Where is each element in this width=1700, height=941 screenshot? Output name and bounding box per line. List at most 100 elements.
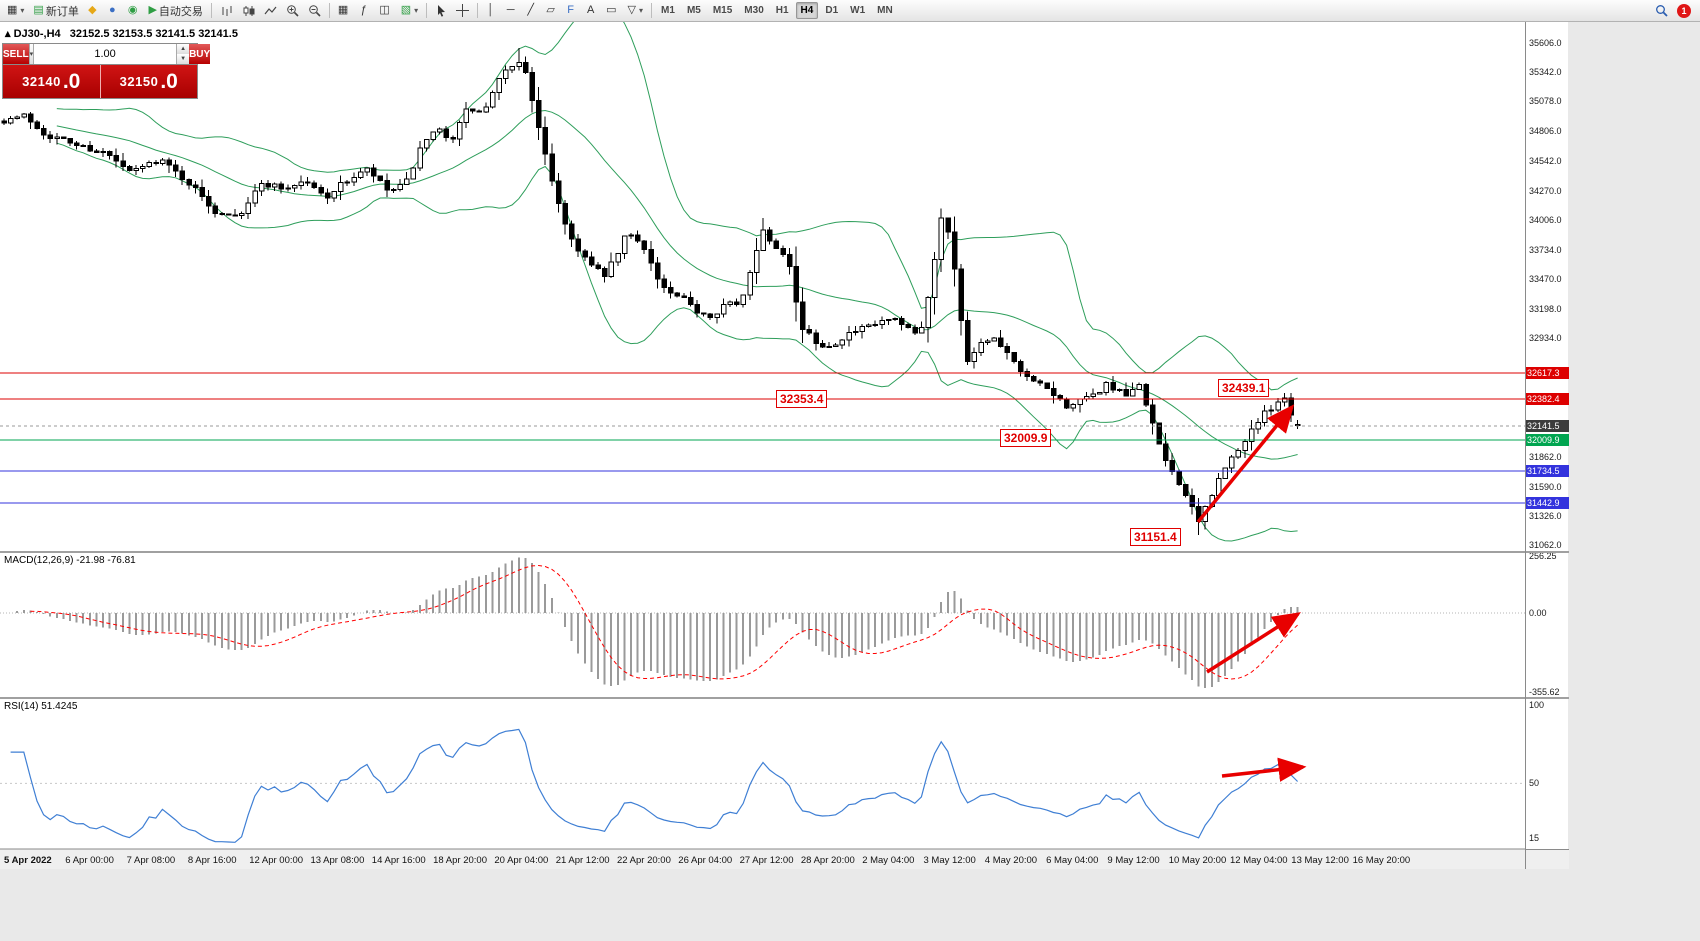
text-label-button[interactable]: ▭: [602, 1, 622, 20]
horizontal-levels: [0, 372, 1525, 504]
channel-button[interactable]: ▱: [542, 1, 561, 20]
timeframe-h4[interactable]: H4: [795, 2, 819, 19]
crosshair-icon: [456, 4, 470, 17]
price-axis-tick: 31862.0: [1529, 451, 1562, 462]
line-chart-icon: [264, 6, 277, 14]
time-axis-label: 20 Apr 04:00: [494, 855, 548, 866]
price-axis-tick: 31326.0: [1529, 510, 1562, 521]
timeframe-toolbar: M1 M5 M15 M30 H1 H4 D1 W1 MN: [656, 2, 898, 19]
time-axis-label: 6 Apr 00:00: [65, 855, 114, 866]
objects-button[interactable]: ◫: [375, 1, 395, 20]
template-button[interactable]: ▧ ▾: [397, 1, 422, 20]
trendline-button[interactable]: ╱: [522, 1, 541, 20]
metaeditor-icon: ◆: [88, 4, 97, 16]
indicators-button[interactable]: ƒ: [355, 1, 374, 20]
zoom-out-button[interactable]: [304, 1, 325, 20]
timeframe-mn[interactable]: MN: [877, 5, 893, 16]
volume-dropdown-icon[interactable]: ▾: [28, 44, 35, 64]
chart-symbol-period: DJ30-,H4: [13, 28, 61, 40]
trend-arrows[interactable]: [1196, 404, 1307, 782]
time-axis-label: 4 May 20:00: [985, 855, 1037, 866]
price-axis-tick: 35342.0: [1529, 67, 1562, 78]
new-order-button[interactable]: ▤ 新订单: [29, 1, 82, 20]
shapes-icon: ▽: [627, 4, 637, 16]
line-chart-button[interactable]: [260, 1, 281, 20]
time-axis-label: 12 Apr 00:00: [249, 855, 303, 866]
timeframe-d1[interactable]: D1: [825, 5, 839, 16]
price-annotation[interactable]: 32353.4: [776, 390, 828, 408]
time-axis-label: 9 May 12:00: [1107, 855, 1159, 866]
time-axis-label: 22 Apr 20:00: [617, 855, 671, 866]
sell-price[interactable]: 32140 .0: [3, 65, 101, 98]
candlestick-chart-button[interactable]: [238, 1, 259, 20]
time-axis-label: 5 Apr 2022: [4, 855, 52, 866]
grid-button[interactable]: ▦: [334, 1, 354, 20]
crosshair-button[interactable]: [452, 1, 473, 20]
trend-arrow: [1221, 757, 1307, 782]
channel-icon: ▱: [546, 4, 555, 16]
bar-chart-button[interactable]: [216, 1, 237, 20]
chevron-down-icon: ▾: [20, 6, 25, 15]
volume-stepper[interactable]: ▲ ▼: [176, 44, 190, 64]
grid-icon: ▦: [337, 4, 349, 16]
timeframe-m30[interactable]: M30: [744, 5, 764, 16]
rsi-axis-tick: 15: [1529, 833, 1540, 844]
notification-badge[interactable]: 1: [1677, 3, 1691, 18]
price-axis-tick: 33734.0: [1529, 244, 1562, 255]
volume-up-icon[interactable]: ▲: [177, 44, 190, 54]
timeframe-w1[interactable]: W1: [850, 5, 866, 16]
time-axis-label: 13 Apr 08:00: [311, 855, 365, 866]
rsi-panel: [0, 728, 1525, 843]
price-level-label: 31442.9: [1526, 496, 1569, 509]
price-annotation[interactable]: 32439.1: [1218, 379, 1270, 397]
time-axis-label: 26 Apr 04:00: [678, 855, 732, 866]
volume-down-icon[interactable]: ▼: [177, 54, 190, 64]
volume-input[interactable]: [34, 44, 177, 64]
panel-separator[interactable]: [0, 551, 1525, 553]
panel-separator[interactable]: [0, 697, 1525, 699]
price-axis-tick: 34270.0: [1529, 185, 1562, 196]
zoom-in-button[interactable]: [282, 1, 303, 20]
auto-trading-button[interactable]: ▶ 自动交易: [144, 1, 206, 20]
time-axis-label: 13 May 12:00: [1291, 855, 1349, 866]
text-tool-button[interactable]: A: [582, 1, 601, 20]
price-axis-tick: 35606.0: [1529, 38, 1562, 48]
fibonacci-button[interactable]: F: [562, 1, 581, 20]
search-button[interactable]: [1651, 1, 1672, 20]
timeframe-m15[interactable]: M15: [712, 5, 733, 16]
signals-button[interactable]: ◉: [124, 1, 144, 20]
timeframe-m5[interactable]: M5: [686, 5, 701, 16]
price-chart-canvas[interactable]: 5 Apr 2022 6 Apr 00:00 7 Apr 08:00 8 Apr 16…: [0, 22, 1525, 869]
market-button[interactable]: ●: [104, 1, 123, 20]
time-axis[interactable]: 5 Apr 2022 6 Apr 00:00 7 Apr 08:00 8 Apr 16…: [0, 848, 1525, 869]
buy-button[interactable]: BUY: [189, 44, 211, 64]
price-axis[interactable]: 35606.0 35342.0 35078.0 34806.0 34542.0 34270…: [1525, 22, 1569, 869]
cursor-button[interactable]: [431, 1, 451, 20]
macd-axis-tick: 256.25: [1529, 550, 1557, 561]
price-annotation[interactable]: 32009.9: [1000, 429, 1052, 447]
horizontal-line-button[interactable]: ─: [502, 1, 521, 20]
sell-button[interactable]: SELL: [3, 44, 29, 64]
timeframe-m1[interactable]: M1: [661, 5, 675, 16]
new-chart-button[interactable]: ▦ ▾: [3, 1, 28, 20]
price-level-label: 32009.9: [1526, 434, 1569, 447]
objects-icon: ◫: [379, 4, 390, 16]
chart-title: ▴ DJ30-,H4 32152.5 32153.5 32141.5 32141…: [5, 27, 238, 40]
metaeditor-button[interactable]: ◆: [84, 1, 103, 20]
sell-price-pips: .0: [62, 70, 81, 93]
timeframe-h1[interactable]: H1: [775, 5, 789, 16]
price-annotation[interactable]: 31151.4: [1130, 528, 1181, 546]
buy-price[interactable]: 32150 .0: [100, 65, 197, 98]
bollinger-bands: [56, 22, 1298, 542]
one-click-trading-panel: SELL ▾ ▲▼ BUY 32140 .0 32150 .0: [2, 43, 211, 99]
price-axis-tick: 32934.0: [1529, 333, 1562, 344]
vertical-line-button[interactable]: │: [482, 1, 501, 20]
price-axis-tick: 34542.0: [1529, 155, 1562, 166]
price-axis-tick: 35078.0: [1529, 96, 1562, 107]
macd-axis-tick: -355.62: [1529, 686, 1560, 697]
zoom-in-icon: [287, 5, 299, 17]
price-axis-tick: 34806.0: [1529, 126, 1562, 137]
shapes-button[interactable]: ▽ ▾: [624, 1, 647, 20]
text-label-icon: ▭: [606, 4, 617, 16]
axis-corner: [1526, 849, 1569, 869]
